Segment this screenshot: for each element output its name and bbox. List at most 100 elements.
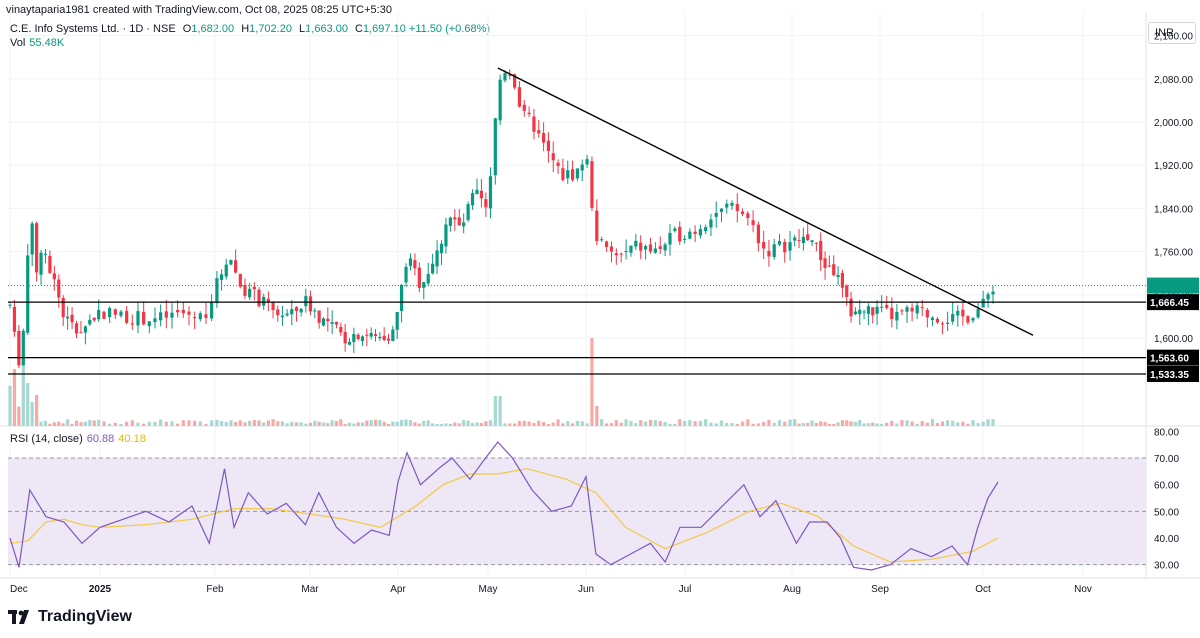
volume-bar xyxy=(537,420,541,426)
price-tick-label: 1,600.00 xyxy=(1154,334,1193,345)
time-tick-label: 2025 xyxy=(89,584,112,595)
volume-bar xyxy=(317,421,321,426)
brand[interactable]: TradingView xyxy=(8,608,132,626)
candle-body xyxy=(462,222,466,227)
candle-body xyxy=(624,250,628,252)
candle-body xyxy=(404,266,408,283)
candle-body xyxy=(422,282,426,288)
volume-bar xyxy=(493,396,497,426)
candle-body xyxy=(294,307,299,312)
time-tick-label: Oct xyxy=(975,584,991,595)
volume-bar xyxy=(730,423,734,426)
candle-body xyxy=(532,116,536,132)
volume-bar xyxy=(290,421,294,426)
volume-bar xyxy=(951,420,955,426)
volume-bar xyxy=(334,420,339,426)
rsi-ma-value: 40.18 xyxy=(118,433,146,445)
candle-body xyxy=(271,302,275,311)
volume-bar xyxy=(21,357,25,426)
time-tick-label: Nov xyxy=(1074,584,1092,595)
open-label: O xyxy=(182,23,192,35)
volume-bar xyxy=(276,421,280,426)
volume-bar xyxy=(935,423,940,426)
volume-bar xyxy=(823,421,827,426)
volume-bar xyxy=(609,423,614,426)
candle-body xyxy=(604,241,609,247)
candle-body xyxy=(83,326,87,333)
rsi-pane xyxy=(8,441,1146,571)
candle-body xyxy=(541,133,546,143)
rsi-tick-label: 60.00 xyxy=(1154,481,1179,492)
volume-bar xyxy=(746,419,750,426)
candle-body xyxy=(234,260,238,273)
volume-bar xyxy=(266,420,270,426)
candle-body xyxy=(673,228,677,232)
volume-bar xyxy=(52,422,56,426)
volume-bar xyxy=(866,423,871,426)
candle-body xyxy=(639,242,643,251)
volume-bar xyxy=(326,423,330,426)
candle-body xyxy=(413,260,417,269)
volume-bar xyxy=(890,420,894,426)
volume-bar xyxy=(215,419,219,426)
volume-bar xyxy=(604,423,609,426)
volume-bar xyxy=(653,420,657,426)
candle-body xyxy=(880,306,884,308)
volume-bar xyxy=(735,423,739,426)
candle-body xyxy=(832,264,836,276)
volume-bar xyxy=(475,422,479,426)
candle-body xyxy=(17,330,21,366)
candle-body xyxy=(108,308,112,318)
volume-bar xyxy=(698,420,702,426)
candle-body xyxy=(772,244,776,258)
volume-bar xyxy=(900,420,904,426)
candle-body xyxy=(643,246,648,250)
volume-bar xyxy=(125,421,129,426)
candle-body xyxy=(326,318,330,322)
volume-bar xyxy=(404,419,408,426)
candle-body xyxy=(304,296,308,307)
candle-body xyxy=(439,243,444,254)
volume-bar xyxy=(339,419,343,426)
volume-bar xyxy=(83,421,87,426)
candle-body xyxy=(678,226,682,242)
high-value: 1,702.20 xyxy=(249,23,292,35)
candle-body xyxy=(187,311,191,315)
volume-bar xyxy=(142,423,146,426)
volume-bar xyxy=(619,422,623,426)
currency-button[interactable]: INR xyxy=(1148,22,1196,44)
candle-body xyxy=(976,309,980,318)
volume-bar xyxy=(453,422,457,426)
candle-body xyxy=(170,312,174,318)
volume-bar xyxy=(470,422,475,426)
candle-body xyxy=(946,322,950,325)
candle-body xyxy=(900,310,904,312)
candle-body xyxy=(875,306,879,314)
candle-body xyxy=(408,258,413,266)
volume-bar xyxy=(783,421,787,426)
candle-body xyxy=(575,168,579,179)
candle-body xyxy=(79,332,83,334)
candle-body xyxy=(762,241,766,249)
candle-body xyxy=(966,316,970,323)
candle-body xyxy=(210,302,214,319)
candle-body xyxy=(614,253,618,256)
candle-body xyxy=(849,298,853,317)
candle-body xyxy=(252,286,256,290)
close-label: C xyxy=(355,23,363,35)
candle-body xyxy=(693,231,697,235)
volume-bar xyxy=(43,420,48,426)
candle-body xyxy=(369,332,373,337)
symbol-name[interactable]: C.E. Info Systems Ltd. · 1D · NSE xyxy=(10,23,176,35)
candle-body xyxy=(343,331,347,344)
volume-bar xyxy=(849,421,853,426)
volume-bar xyxy=(408,420,413,426)
level-label-box xyxy=(1147,294,1199,311)
volume-bar xyxy=(546,423,551,426)
low-value: 1,663.00 xyxy=(305,23,348,35)
price-tick-label: 1,840.00 xyxy=(1154,204,1193,215)
volume-bar xyxy=(48,423,52,426)
candle-body xyxy=(840,272,844,288)
volume-bar xyxy=(229,420,233,426)
